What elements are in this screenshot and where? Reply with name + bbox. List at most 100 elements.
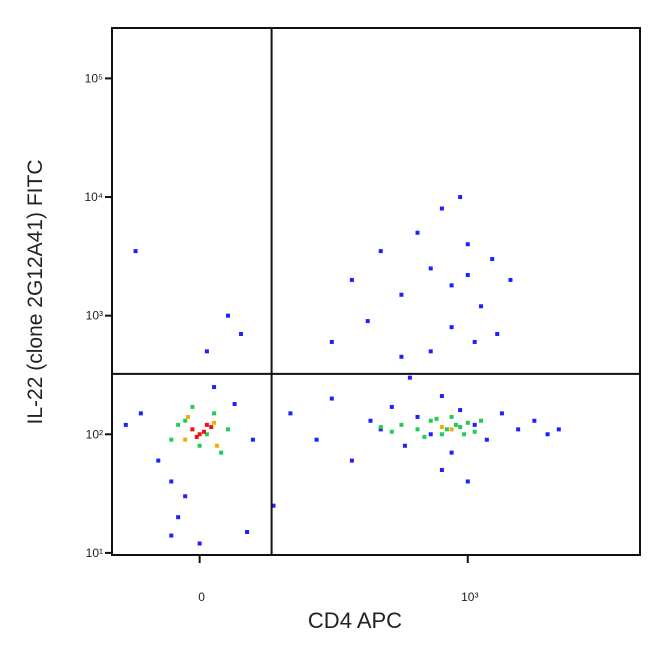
event-dot xyxy=(138,411,143,416)
event-dot xyxy=(428,418,433,423)
event-dot xyxy=(186,414,191,419)
event-dot xyxy=(201,429,206,434)
event-dot xyxy=(212,420,217,425)
event-dot xyxy=(214,443,219,448)
event-dot xyxy=(499,411,504,416)
event-dot xyxy=(439,394,444,399)
event-dot xyxy=(123,422,128,427)
event-dot xyxy=(232,401,237,406)
event-dot xyxy=(465,273,470,278)
event-dot xyxy=(389,429,394,434)
event-dot xyxy=(204,349,209,354)
event-dot xyxy=(194,434,199,439)
event-dot xyxy=(399,422,404,427)
event-dot xyxy=(449,450,454,455)
x-axis-label: CD4 APC xyxy=(308,608,402,633)
event-dot xyxy=(183,437,188,442)
event-dot xyxy=(349,277,354,282)
event-dot xyxy=(490,257,495,262)
event-dot xyxy=(449,427,454,432)
event-dot xyxy=(378,427,383,432)
event-dot xyxy=(545,432,550,437)
event-dot xyxy=(428,349,433,354)
event-dot xyxy=(428,266,433,271)
event-dot xyxy=(176,515,181,520)
event-dot xyxy=(183,418,188,423)
event-dot xyxy=(399,292,404,297)
event-dot xyxy=(225,313,230,318)
event-dot xyxy=(156,458,161,463)
y-tick-label: 10⁵ xyxy=(85,71,103,85)
event-dot xyxy=(204,432,209,437)
event-dot xyxy=(402,443,407,448)
event-dot xyxy=(190,404,195,409)
event-dot xyxy=(169,437,174,442)
event-dot xyxy=(238,332,243,337)
event-dot xyxy=(415,414,420,419)
event-dot xyxy=(439,425,444,430)
event-dot xyxy=(389,404,394,409)
event-dot xyxy=(479,418,484,423)
event-dot xyxy=(495,332,500,337)
event-dot xyxy=(449,283,454,288)
event-dot xyxy=(428,432,433,437)
y-tick-label: 10² xyxy=(86,427,103,441)
event-dot xyxy=(183,494,188,499)
event-dot xyxy=(508,277,513,282)
event-dot xyxy=(516,427,521,432)
event-dot xyxy=(271,503,276,508)
event-dot xyxy=(465,242,470,247)
event-dot xyxy=(133,249,138,254)
event-dot xyxy=(465,479,470,484)
event-dot xyxy=(349,458,354,463)
event-dot xyxy=(458,195,463,200)
event-dot xyxy=(484,437,489,442)
event-dot xyxy=(415,427,420,432)
event-dot xyxy=(458,425,463,430)
y-tick-label: 10³ xyxy=(86,309,103,323)
event-dot xyxy=(439,467,444,472)
event-dot xyxy=(439,432,444,437)
event-dot xyxy=(209,425,214,430)
event-dot xyxy=(329,339,334,344)
event-dot xyxy=(204,422,209,427)
event-dot xyxy=(197,443,202,448)
event-dot xyxy=(453,422,458,427)
event-dot xyxy=(225,427,230,432)
event-dot xyxy=(197,541,202,546)
event-dot xyxy=(365,319,370,324)
x-tick-label: 0 xyxy=(198,590,205,604)
event-dot xyxy=(407,375,412,380)
event-dot xyxy=(288,411,293,416)
plot-frame xyxy=(111,27,641,556)
event-dot xyxy=(212,385,217,390)
event-dot xyxy=(472,339,477,344)
event-dot xyxy=(399,354,404,359)
event-dot xyxy=(415,230,420,235)
event-dot xyxy=(479,304,484,309)
event-dot xyxy=(329,396,334,401)
event-dot xyxy=(472,422,477,427)
event-dot xyxy=(465,420,470,425)
event-dot xyxy=(169,533,174,538)
event-dot xyxy=(368,418,373,423)
event-dot xyxy=(462,432,467,437)
event-dot xyxy=(219,450,224,455)
event-dot xyxy=(197,432,202,437)
event-dot xyxy=(472,429,477,434)
event-dot xyxy=(444,427,449,432)
y-tick-label: 10⁴ xyxy=(84,190,103,204)
event-dot xyxy=(422,434,427,439)
event-dot xyxy=(532,418,537,423)
event-dot xyxy=(458,408,463,413)
y-axis-label: IL-22 (clone 2G12A41) FITC xyxy=(24,160,47,425)
x-tick-label: 10³ xyxy=(461,590,478,604)
event-dot xyxy=(245,530,250,535)
event-dot xyxy=(556,427,561,432)
event-dot xyxy=(190,427,195,432)
event-dot xyxy=(169,479,174,484)
event-dot xyxy=(314,437,319,442)
event-dot xyxy=(378,425,383,430)
